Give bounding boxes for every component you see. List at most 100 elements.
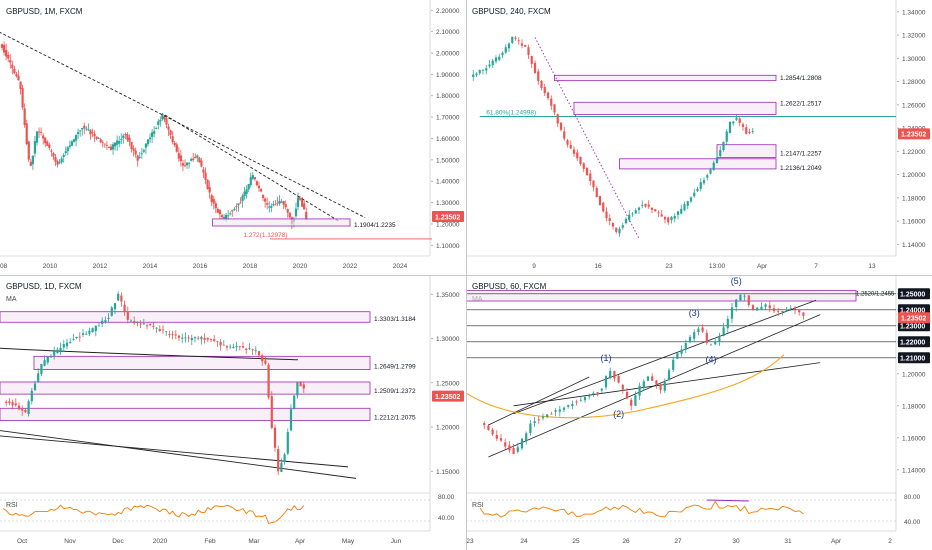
h4-chart[interactable]: GBPUSD, 240, FXCM 1.2854/1.2808 1.2622/1.2… [466, 0, 932, 275]
monthly-candle [284, 203, 287, 208]
monthly-candle [224, 214, 228, 220]
h4-trendline-dotted [534, 37, 640, 239]
monthly-candle [233, 208, 236, 210]
h1-candle [739, 294, 742, 301]
h1-candle [550, 413, 553, 415]
monthly-candle [173, 142, 176, 146]
daily-candle [190, 337, 193, 341]
h1-candle [592, 393, 595, 394]
monthly-candle [288, 212, 291, 218]
h4-chart-panel[interactable]: GBPUSD, 240, FXCM 1.2854/1.2808 1.2622/1.2… [466, 0, 932, 275]
monthly-candle [296, 197, 300, 207]
daily-candle [209, 339, 213, 340]
monthly-candle [251, 175, 254, 179]
daily-zone [0, 381, 371, 395]
h1-candle [529, 423, 532, 433]
h4-candle [485, 68, 488, 71]
h1-channel-upper [488, 376, 590, 426]
daily-indicator-label: MA [6, 296, 17, 303]
h1-candle [583, 396, 587, 401]
h1-candle [604, 376, 608, 388]
h1-chart[interactable]: GBPUSD, 60, FXCMMA1.2520/1.2455(1)(2)(3)… [466, 275, 932, 550]
daily-chart[interactable]: GBPUSD, 1D, FXCM MA 1.3303/1.3184 1.2649/1.… [0, 275, 466, 550]
monthly-candle [95, 136, 98, 139]
h1-candle [558, 409, 561, 412]
h4-x-tick-label: 7 [814, 263, 818, 270]
h1-channel-spacer [488, 316, 824, 425]
monthly-candle [218, 210, 222, 215]
monthly-candle [148, 137, 152, 140]
h1-candle [487, 425, 490, 431]
daily-candle [133, 320, 136, 324]
monthly-candle [116, 140, 119, 145]
h4-candle [745, 127, 748, 134]
h4-candle [748, 131, 751, 133]
monthly-candle [194, 156, 197, 159]
h1-chart-panel[interactable]: GBPUSD, 60, FXCMMA1.2520/1.2455(1)(2)(3)… [466, 275, 932, 550]
monthly-candle [72, 139, 76, 142]
monthly-candle [298, 198, 302, 200]
monthly-candle [40, 131, 43, 133]
monthly-y-tick-label: 2.20000 [436, 8, 460, 15]
monthly-chart-panel[interactable]: GBPUSD, 1M, FXCM 1.1904/1.2235 1.272(1.129… [0, 0, 466, 275]
h1-candle [541, 416, 545, 419]
daily-candle [91, 328, 94, 333]
h4-x-tick-label: 16 [594, 263, 602, 270]
h4-candle [667, 217, 670, 223]
monthly-candle [280, 201, 283, 203]
h4-candle [576, 152, 579, 159]
h4-candle [641, 205, 644, 206]
h1-wave-label: (1) [601, 353, 612, 363]
daily-candle [174, 334, 177, 336]
monthly-candle [27, 141, 30, 160]
daily-zone-label: 1.2509/1.2372 [374, 388, 416, 395]
daily-zone [33, 355, 371, 370]
daily-y-tick-label: 1.25000 [436, 380, 460, 387]
daily-candle [30, 390, 33, 402]
monthly-x-tick-label: 2016 [193, 263, 208, 270]
monthly-chart[interactable]: GBPUSD, 1M, FXCM 1.1904/1.2235 1.272(1.129… [0, 0, 466, 275]
daily-x-tick-label: Apr [295, 538, 306, 545]
monthly-candle [13, 68, 16, 74]
daily-candle [24, 410, 27, 413]
daily-candle [46, 356, 49, 363]
daily-candle [286, 432, 289, 454]
h4-candle [494, 57, 498, 62]
monthly-candle [91, 131, 94, 133]
monthly-candle [241, 195, 244, 202]
daily-candle [104, 320, 107, 322]
h1-candle [600, 388, 603, 391]
h1-candle [613, 370, 616, 379]
monthly-candle [83, 125, 86, 129]
h4-candle [702, 180, 706, 184]
daily-chart-panel[interactable]: GBPUSD, 1D, FXCM MA 1.3303/1.3184 1.2649/1.… [0, 275, 466, 550]
h1-candle [588, 395, 591, 397]
daily-candle [216, 340, 219, 342]
daily-candle [43, 360, 46, 366]
h4-candle [683, 204, 686, 211]
h1-candle [571, 404, 574, 407]
h1-candle [512, 447, 515, 455]
h1-channel-spacer [488, 316, 824, 425]
monthly-trendline [164, 114, 341, 223]
h1-channel-spacer [480, 316, 824, 449]
daily-y-tick-label: 1.20000 [436, 425, 460, 432]
monthly-candle [77, 132, 80, 135]
daily-candle [149, 323, 152, 326]
h4-y-tick-label: 1.20000 [902, 172, 926, 179]
h4-y-tick-label: 1.34000 [902, 9, 926, 16]
daily-zone-label: 1.2649/1.2799 [374, 364, 416, 371]
daily-candle [101, 320, 104, 324]
daily-candle [280, 462, 283, 472]
h4-candle [520, 43, 524, 46]
monthly-candle [66, 147, 69, 152]
h1-candle [747, 295, 750, 305]
daily-candle [296, 382, 299, 396]
monthly-candle [132, 148, 135, 151]
daily-zone [0, 407, 371, 421]
h4-candle [732, 121, 735, 124]
daily-candle [219, 341, 222, 346]
h1-rsi-label: RSI [472, 502, 484, 509]
monthly-candle [185, 162, 189, 166]
h1-candle [516, 447, 519, 452]
